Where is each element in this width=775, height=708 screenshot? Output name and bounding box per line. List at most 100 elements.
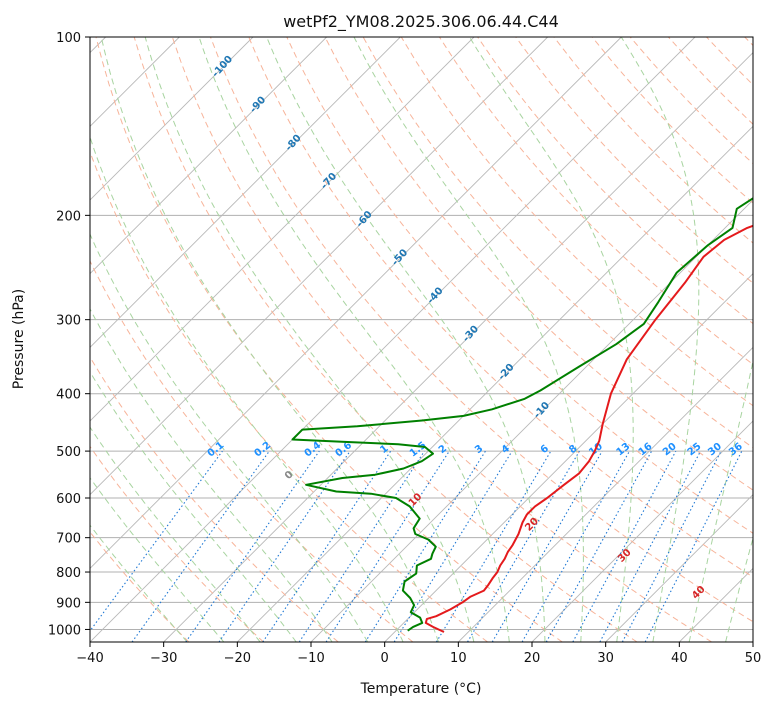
x-tick-label: 0 xyxy=(381,651,389,666)
y-tick-label: 1000 xyxy=(48,623,81,638)
x-axis-label: Temperature (°C) xyxy=(360,681,482,697)
mixing-ratio-line xyxy=(572,450,677,642)
dry-adiabat-line xyxy=(668,37,753,125)
x-tick-label: −30 xyxy=(150,651,177,666)
moist-adiabat-line xyxy=(725,536,753,642)
x-tick-label: 20 xyxy=(524,651,541,666)
mixing-ratio-line xyxy=(393,450,513,642)
moist-adiabat-line xyxy=(469,37,634,642)
mixing-ratio-label: 36 xyxy=(727,441,745,458)
moist-adiabat-line xyxy=(353,37,584,642)
mixing-ratio-line xyxy=(435,450,552,642)
dry-adiabat-line xyxy=(286,37,753,534)
dry-adiabat-line xyxy=(90,531,190,642)
mixing-ratio-label: 0.1 xyxy=(206,440,227,460)
moist-adiabat-line xyxy=(90,370,297,642)
isotherm-line xyxy=(310,199,753,642)
mixing-ratio-line xyxy=(262,450,392,642)
y-tick-label: 200 xyxy=(56,209,81,224)
isotherm-line xyxy=(90,37,401,348)
moist-adiabat-line xyxy=(266,37,546,642)
y-axis-label: Pressure (hPa) xyxy=(11,289,27,389)
moist-adiabat-line xyxy=(90,426,261,642)
y-tick-label: 400 xyxy=(56,388,81,403)
isotherm-line xyxy=(752,641,753,642)
mixing-ratio-line xyxy=(185,450,320,642)
mixing-ratio-label: 0.2 xyxy=(253,440,274,460)
temperature-profile-line xyxy=(424,224,753,633)
dry-adiabat-line xyxy=(515,37,753,284)
dewpoint-profile-line xyxy=(291,197,753,632)
moist-adiabat-line xyxy=(198,37,510,642)
isotherm-line xyxy=(90,37,548,496)
moist-adiabat-line xyxy=(144,37,475,642)
mixing-ratio-line xyxy=(218,450,351,642)
mixing-ratio-line xyxy=(491,450,603,642)
mixing-ratio-line xyxy=(325,450,450,642)
isotherm-line xyxy=(90,37,475,422)
mixing-ratio-label: 6 xyxy=(539,443,551,456)
isotherm-line xyxy=(384,273,753,642)
mixing-ratio-line xyxy=(521,450,630,642)
y-tick-label: 800 xyxy=(56,566,81,581)
moist-adiabat-label: 30 xyxy=(616,547,634,565)
moist-adiabat-label: 40 xyxy=(690,584,708,602)
isotherm-line xyxy=(163,52,753,642)
moist-adiabat-line xyxy=(90,524,188,642)
x-tick-label: 10 xyxy=(450,651,467,666)
dry-adiabat-line xyxy=(248,37,753,578)
moist-adiabat-label: 0 xyxy=(283,469,296,482)
mixing-ratio-line xyxy=(545,450,653,642)
y-tick-label: 100 xyxy=(56,31,81,46)
x-tick-label: 40 xyxy=(671,651,688,666)
isotherm-line xyxy=(90,37,622,569)
isotherm-line xyxy=(237,125,753,642)
mixing-ratio-label: 1.5 xyxy=(408,440,429,460)
dry-adiabat-line xyxy=(706,37,753,86)
y-tick-label: 600 xyxy=(56,492,81,507)
dry-adiabat-line xyxy=(591,37,753,204)
mixing-ratio-line xyxy=(599,450,702,642)
dry-adiabat-line xyxy=(90,445,264,642)
chart-title: wetPf2_YM08.2025.306.06.44.C44 xyxy=(283,12,559,32)
dry-adiabat-line xyxy=(90,150,488,642)
y-tick-label: 700 xyxy=(56,532,81,547)
mixing-ratio-label: 1 xyxy=(378,443,390,456)
isotherm-line xyxy=(679,567,753,642)
isotherm-line xyxy=(90,37,254,201)
mixing-ratio-label: 30 xyxy=(706,441,724,458)
y-tick-label: 500 xyxy=(56,445,81,460)
moist-adiabat-line xyxy=(100,37,439,642)
mixing-ratio-label: 2 xyxy=(437,443,449,456)
axes: −40 −30 −20 −10 0 10 20 30 40 5010020030040050060… xyxy=(48,31,761,666)
dry-adiabat-line xyxy=(553,37,753,244)
y-tick-label: 900 xyxy=(56,596,81,611)
x-tick-label: 30 xyxy=(597,651,614,666)
moist-adiabat-line xyxy=(90,308,333,642)
moist-adiabat-line xyxy=(90,476,225,642)
moist-adiabat-line xyxy=(620,37,700,642)
dry-adiabat-line xyxy=(133,37,638,642)
x-tick-label: −20 xyxy=(224,651,251,666)
dry-adiabat-line xyxy=(90,356,339,642)
isotherm-line xyxy=(458,346,753,642)
y-tick-label: 300 xyxy=(56,314,81,329)
mixing-ratio-line xyxy=(90,450,223,632)
isotherm-line xyxy=(90,37,327,275)
mixing-ratio-label: 3 xyxy=(473,443,485,456)
plot-area: 0.1 0.2 0.4 0.6 1 1.5 2 3 4 6 8 10 13 16 20 25 30 36-100-… xyxy=(90,37,753,642)
dry-adiabat-line xyxy=(171,37,712,642)
x-tick-label: −40 xyxy=(76,651,103,666)
isotherm-label: -100 xyxy=(210,54,235,80)
isotherm-line xyxy=(605,494,753,642)
mixing-ratio-label: 20 xyxy=(661,441,679,458)
mixing-ratio-line xyxy=(644,450,743,642)
mixing-ratio-label: 25 xyxy=(686,441,704,458)
mixing-ratio-line xyxy=(467,450,580,642)
dry-adiabat-line xyxy=(210,37,753,623)
mixing-ratio-line xyxy=(298,450,425,642)
mixing-ratio-line xyxy=(364,450,486,642)
x-tick-label: −10 xyxy=(297,651,324,666)
dry-adiabat-line xyxy=(90,259,414,642)
mixing-ratio-label: 13 xyxy=(615,441,633,458)
